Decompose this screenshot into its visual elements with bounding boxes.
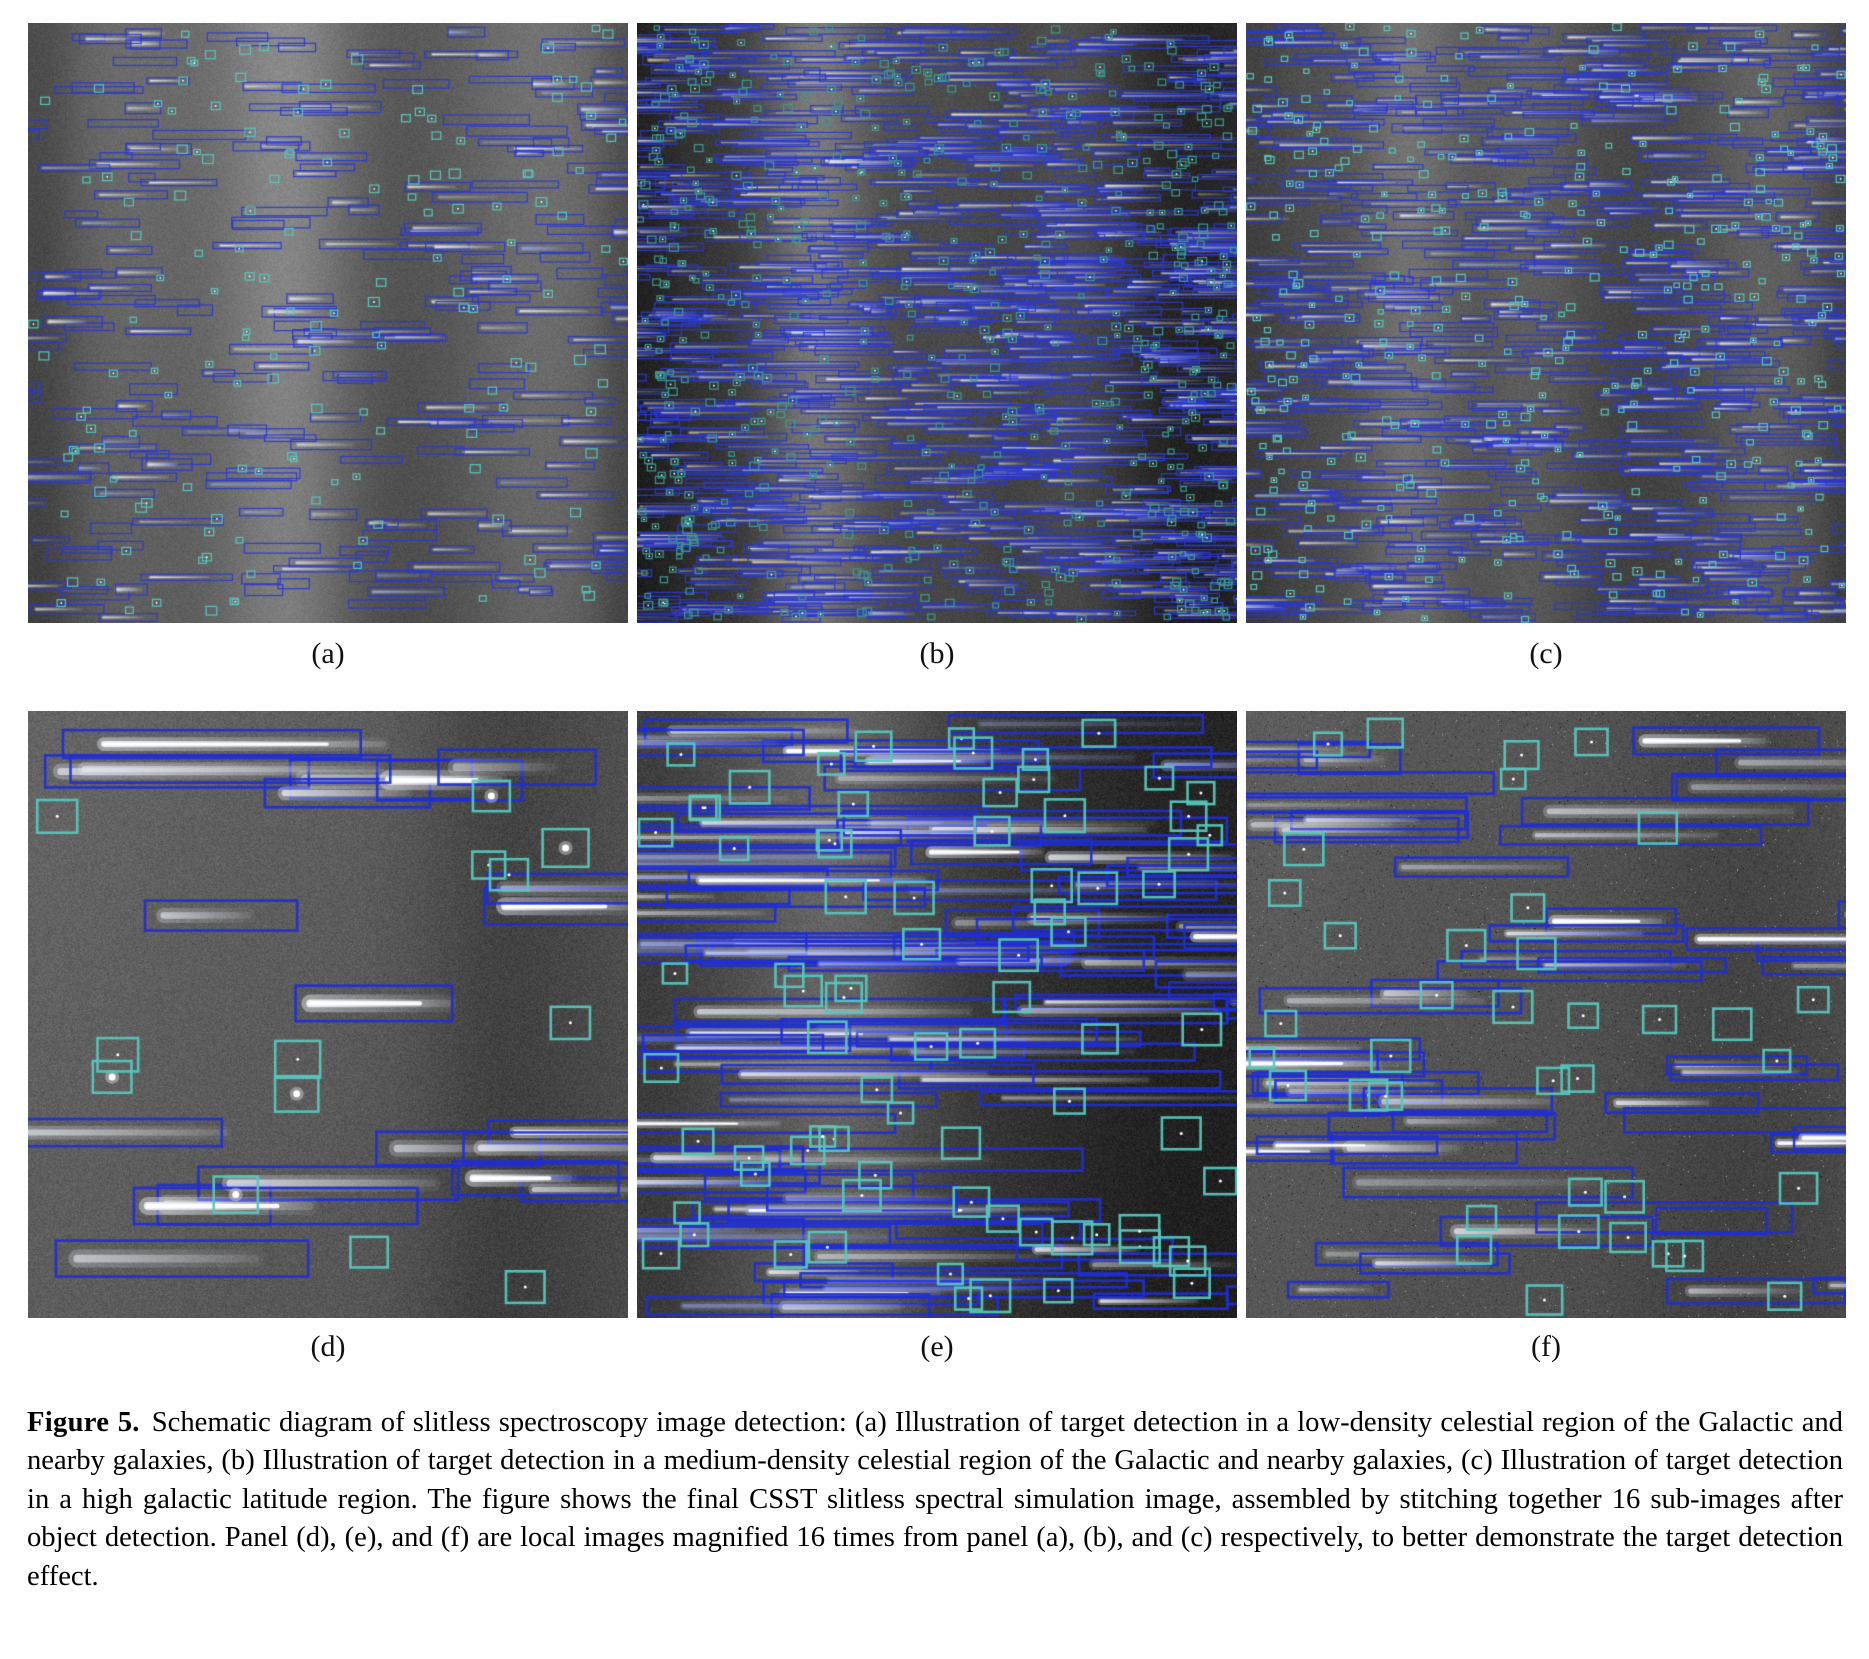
panel-f [1246,711,1846,1318]
panel-c-label: (c) [1529,637,1563,670]
panel-row-top [0,23,1869,623]
panel-f-label: (f) [1531,1330,1561,1363]
panel-f-image [1246,711,1846,1318]
panel-c-image [1246,23,1846,623]
panel-d [28,711,628,1318]
panel-a-image [28,23,628,623]
label-row-top: (a) (b) (c) [0,623,1869,711]
figure-caption-label: Figure 5. [27,1407,140,1438]
panel-c [1246,23,1846,623]
panel-b [637,23,1237,623]
figure-caption-text: Schematic diagram of slitless spectrosco… [27,1407,1843,1592]
panel-e [637,711,1237,1318]
panel-d-image [28,711,628,1318]
panel-a-label: (a) [311,637,345,670]
panel-d-label: (d) [310,1330,346,1363]
panel-b-image [637,23,1237,623]
figure-caption: Figure 5. Schematic diagram of slitless s… [0,1402,1869,1596]
panel-a [28,23,628,623]
figure: (a) (b) (c) (d) (e) (f) Figure 5. Schemat… [0,23,1869,1596]
panel-b-label: (b) [919,637,955,670]
panel-row-bottom [0,711,1869,1318]
label-row-bottom: (d) (e) (f) [0,1318,1869,1402]
panel-e-image [637,711,1237,1318]
panel-e-label: (e) [920,1330,954,1363]
